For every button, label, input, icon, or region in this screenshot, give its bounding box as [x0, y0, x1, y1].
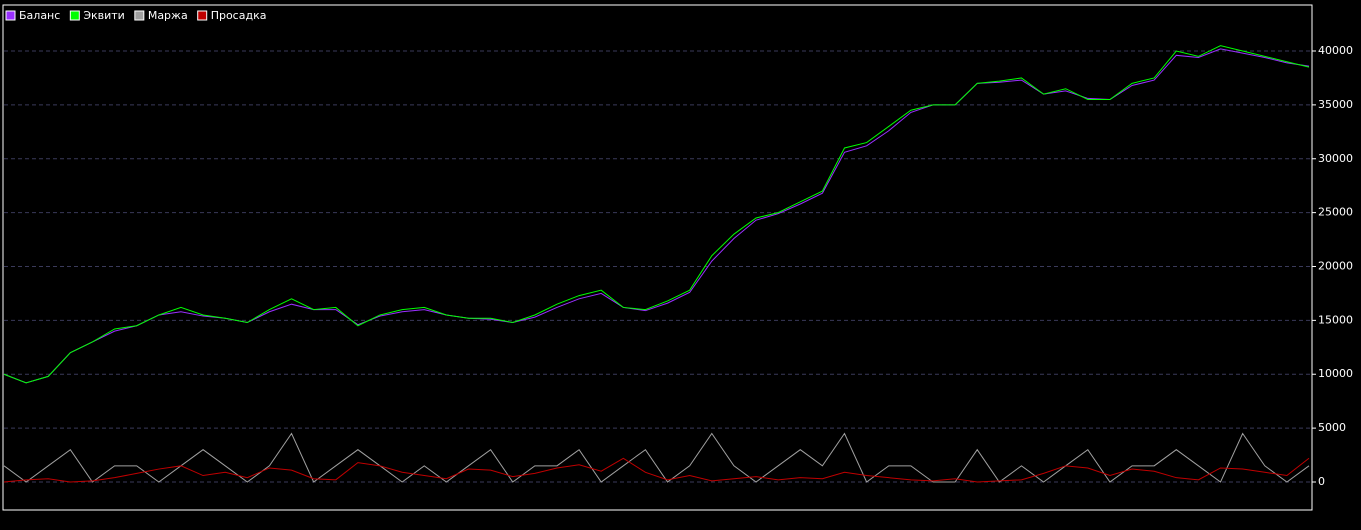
legend-label: Баланс — [19, 9, 60, 22]
legend-label: Эквити — [83, 9, 125, 22]
legend-swatch — [134, 10, 145, 21]
y-tick-label: 15000 — [1318, 313, 1353, 326]
y-tick-label: 25000 — [1318, 206, 1353, 219]
legend-swatch — [69, 10, 80, 21]
y-tick-label: 30000 — [1318, 152, 1353, 165]
y-tick-label: 0 — [1318, 475, 1325, 488]
series-line — [3, 45, 1310, 384]
y-tick-label: 5000 — [1318, 421, 1346, 434]
legend-label: Маржа — [148, 9, 188, 22]
y-tick-label: 40000 — [1318, 44, 1353, 57]
series-line — [3, 432, 1310, 483]
legend-label: Просадка — [211, 9, 267, 22]
y-tick-label: 10000 — [1318, 367, 1353, 380]
legend-swatch — [5, 10, 16, 21]
y-tick-label: 20000 — [1318, 259, 1353, 272]
plot-frame — [2, 4, 1313, 511]
legend-swatch — [197, 10, 208, 21]
series-line — [3, 457, 1310, 483]
y-tick-label: 35000 — [1318, 98, 1353, 111]
